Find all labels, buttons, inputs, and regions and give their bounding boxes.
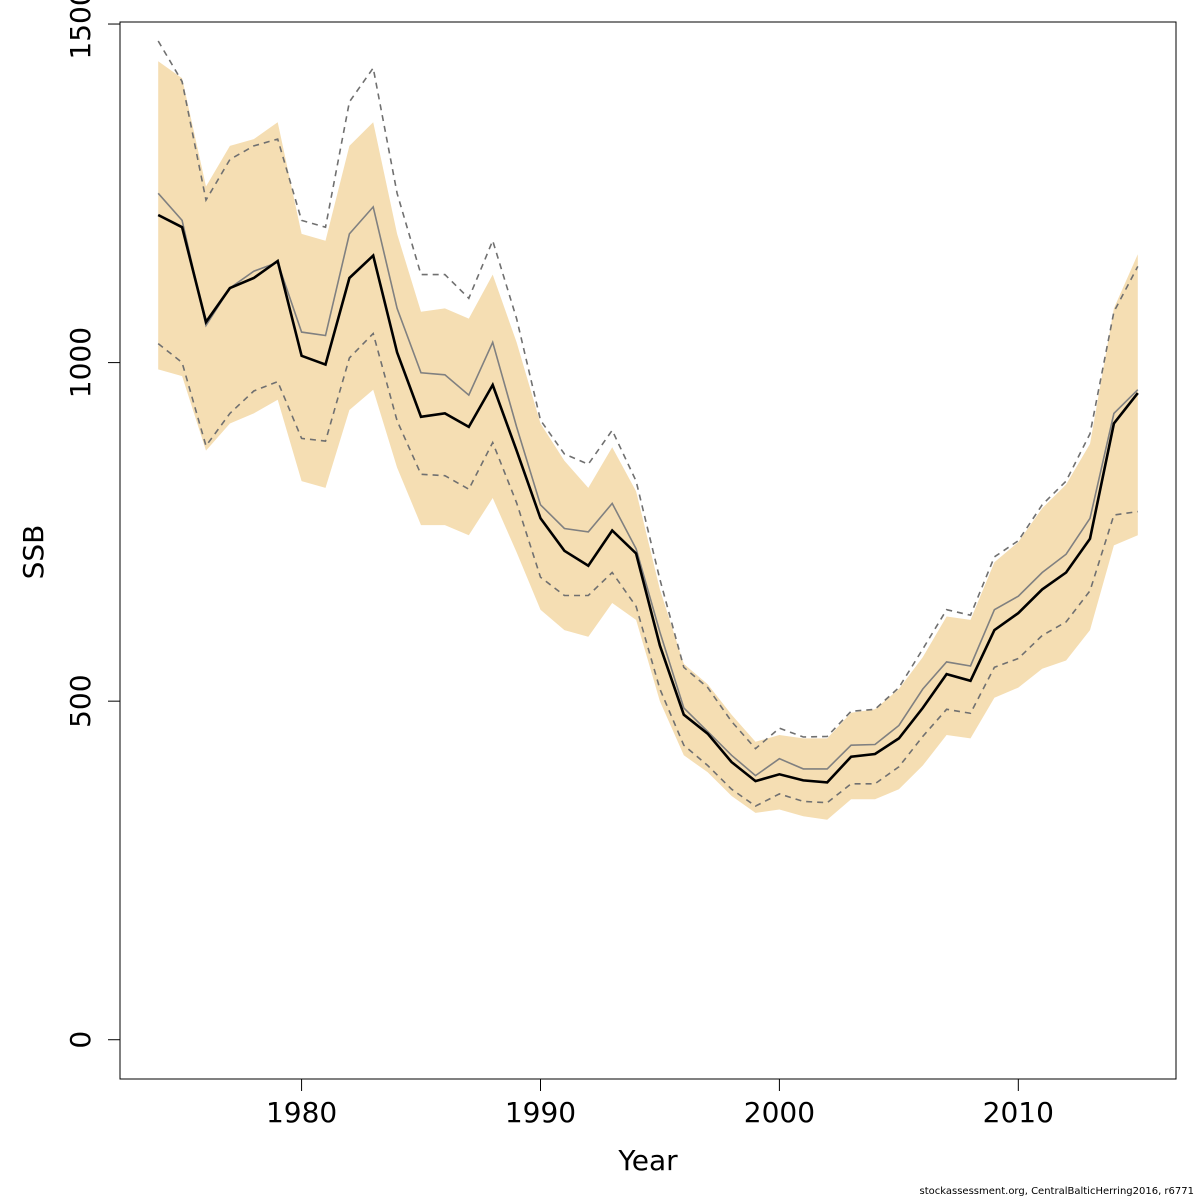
credit-text: stockassessment.org, CentralBalticHerrin… xyxy=(919,1186,1195,1197)
series-previous-estimate xyxy=(157,192,1139,777)
plot-area xyxy=(157,40,1139,820)
plot-frame xyxy=(119,21,1177,1080)
confidence-band xyxy=(158,61,1138,820)
y-tick-label: 500 xyxy=(64,674,97,727)
y-tick-label: 1000 xyxy=(64,327,97,398)
axes: 1980 1990 2000 2010 0 500 1000 1500 xyxy=(64,0,1177,1129)
y-tick-label: 1500 xyxy=(64,0,97,60)
series-estimate xyxy=(157,213,1139,784)
y-tick-label: 0 xyxy=(64,1031,97,1049)
x-tick-label: 1980 xyxy=(266,1096,337,1129)
x-tick-label: 2000 xyxy=(744,1096,815,1129)
series-previous-lower xyxy=(157,331,1138,808)
x-axis-title: Year xyxy=(617,1144,678,1177)
y-axis-title: SSB xyxy=(17,525,50,580)
x-tick-label: 1990 xyxy=(505,1096,576,1129)
series-previous-upper xyxy=(157,40,1139,750)
x-tick-label: 2010 xyxy=(983,1096,1054,1129)
